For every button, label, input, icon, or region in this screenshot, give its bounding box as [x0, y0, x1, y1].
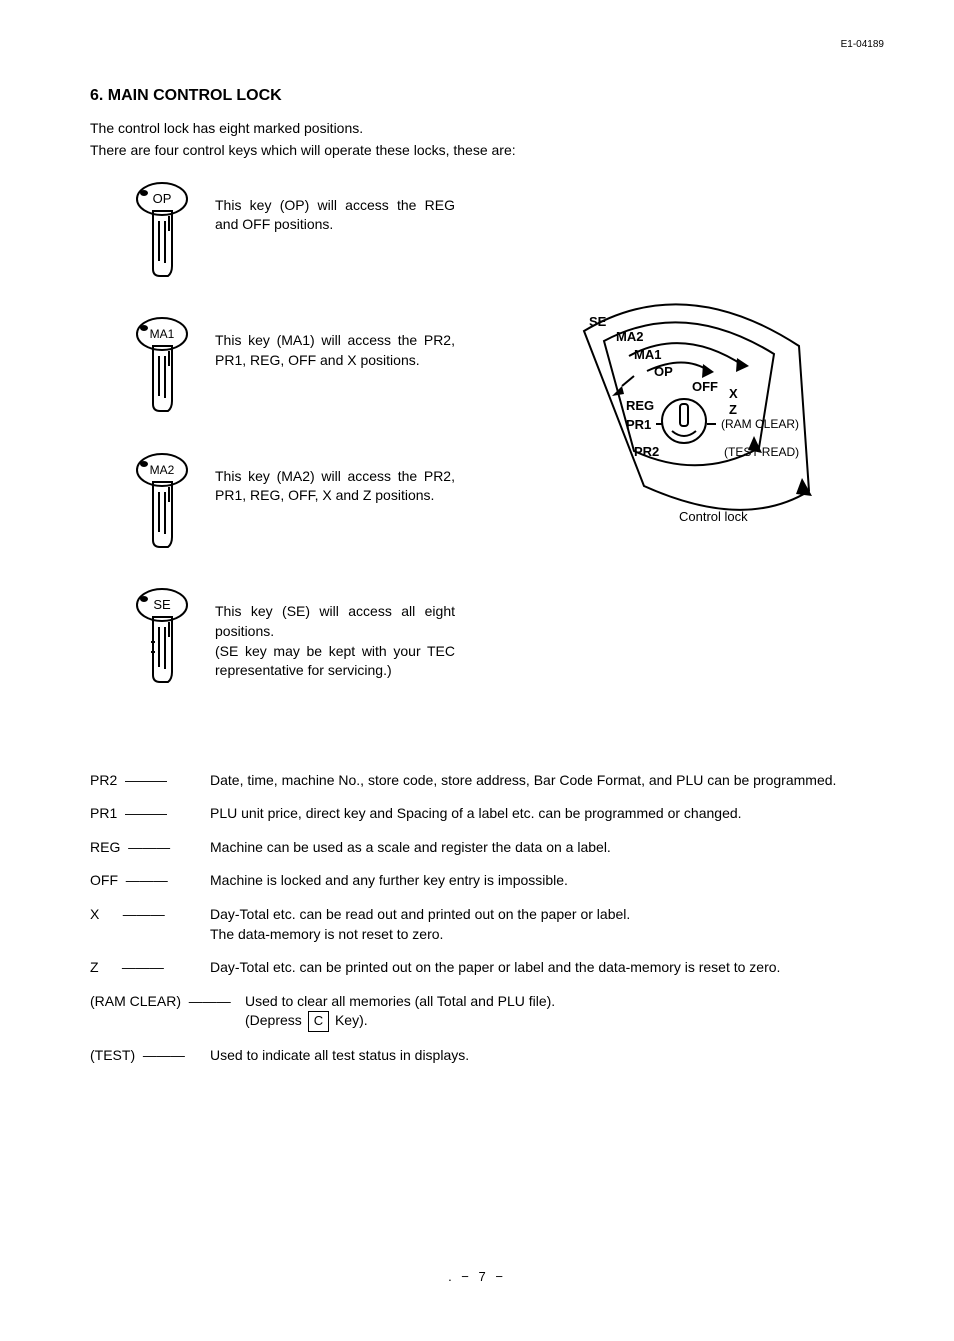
- position-z: Z ——— Day-Total etc. can be printed out …: [90, 958, 864, 978]
- key-desc-ma2: This key (MA2) will access the PR2, PR1,…: [215, 452, 455, 506]
- pos-desc-x: Day-Total etc. can be read out and print…: [210, 905, 864, 944]
- pos-desc-ram-clear: Used to clear all memories (all Total an…: [245, 992, 864, 1032]
- c-key-box: C: [308, 1011, 329, 1031]
- key-label-ma2: MA2: [150, 463, 175, 477]
- pos-desc-off: Machine is locked and any further key en…: [210, 871, 864, 891]
- pos-label-pr1: PR1 ———: [90, 804, 200, 824]
- svg-text:OP: OP: [654, 364, 673, 379]
- pos-label-ram-clear: (RAM CLEAR) ———: [90, 992, 235, 1012]
- key-icon-ma2: MA2: [135, 452, 195, 558]
- key-icon-op: OP: [135, 181, 195, 287]
- position-reg: REG ——— Machine can be used as a scale a…: [90, 838, 864, 858]
- svg-text:(RAM CLEAR): (RAM CLEAR): [721, 417, 799, 431]
- pos-desc-test: Used to indicate all test status in disp…: [210, 1046, 864, 1066]
- position-ram-clear: (RAM CLEAR) ——— Used to clear all memori…: [90, 992, 864, 1032]
- key-label-ma1: MA1: [150, 327, 175, 341]
- svg-text:REG: REG: [626, 398, 654, 413]
- keys-area: OP This key (OP) will access the REG and…: [90, 181, 864, 741]
- key-icon-ma1: MA1: [135, 316, 195, 422]
- pos-label-test: (TEST) ———: [90, 1046, 200, 1066]
- pos-label-x: X ———: [90, 905, 200, 925]
- key-desc-op: This key (OP) will access the REG and OF…: [215, 181, 455, 235]
- position-test: (TEST) ——— Used to indicate all test sta…: [90, 1046, 864, 1066]
- svg-text:MA1: MA1: [634, 347, 661, 362]
- position-list: PR2 ——— Date, time, machine No., store c…: [90, 771, 864, 1066]
- section-title: 6. MAIN CONTROL LOCK: [90, 85, 864, 107]
- control-lock-diagram: SE MA2 MA1 OP OFF X Z REG PR1 PR2 (RAM C…: [544, 296, 854, 556]
- pos-label-reg: REG ———: [90, 838, 200, 858]
- svg-text:X: X: [729, 386, 738, 401]
- key-row-op: OP This key (OP) will access the REG and…: [135, 181, 864, 287]
- position-x: X ——— Day-Total etc. can be read out and…: [90, 905, 864, 944]
- pos-desc-reg: Machine can be used as a scale and regis…: [210, 838, 864, 858]
- key-label-se: SE: [153, 597, 171, 612]
- pos-label-off: OFF ———: [90, 871, 200, 891]
- svg-text:Z: Z: [729, 402, 737, 417]
- key-desc-se: This key (SE) will access all eight posi…: [215, 587, 455, 680]
- pos-desc-pr2: Date, time, machine No., store code, sto…: [210, 771, 864, 791]
- position-pr2: PR2 ——— Date, time, machine No., store c…: [90, 771, 864, 791]
- pos-label-pr2: PR2 ———: [90, 771, 200, 791]
- page-number: . − 7 −: [448, 1268, 506, 1286]
- intro-line-2: There are four control keys which will o…: [90, 141, 864, 161]
- svg-text:PR2: PR2: [634, 444, 659, 459]
- doc-reference: E1-04189: [841, 38, 884, 52]
- intro-line-1: The control lock has eight marked positi…: [90, 119, 864, 139]
- key-row-se: SE This key (SE) will access all eight p…: [135, 587, 864, 693]
- svg-text:PR1: PR1: [626, 417, 651, 432]
- svg-text:Control lock: Control lock: [679, 509, 748, 524]
- pos-label-z: Z ———: [90, 958, 200, 978]
- key-desc-ma1: This key (MA1) will access the PR2, PR1,…: [215, 316, 455, 370]
- svg-text:OFF: OFF: [692, 379, 718, 394]
- svg-text:SE: SE: [589, 314, 607, 329]
- pos-desc-pr1: PLU unit price, direct key and Spacing o…: [210, 804, 864, 824]
- pos-desc-z: Day-Total etc. can be printed out on the…: [210, 958, 864, 978]
- intro-text: The control lock has eight marked positi…: [90, 119, 864, 160]
- key-icon-se: SE: [135, 587, 195, 693]
- key-label-op: OP: [153, 191, 172, 206]
- svg-text:MA2: MA2: [616, 329, 643, 344]
- svg-text:(TEST READ): (TEST READ): [724, 445, 799, 459]
- position-pr1: PR1 ——— PLU unit price, direct key and S…: [90, 804, 864, 824]
- position-off: OFF ——— Machine is locked and any furthe…: [90, 871, 864, 891]
